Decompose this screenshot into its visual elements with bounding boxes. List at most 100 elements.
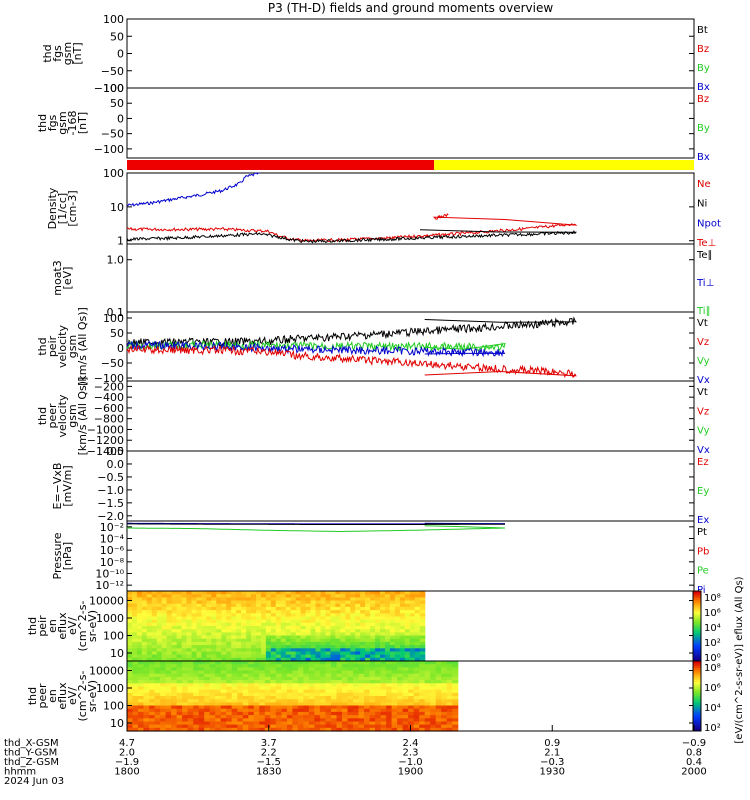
spectrogram-cell (300, 641, 307, 646)
spectrogram-cell (236, 632, 242, 637)
spectrogram-cell (386, 696, 393, 700)
spectrogram-cell (127, 648, 133, 653)
spectrogram-cell (160, 670, 167, 675)
spectrogram-cell (241, 619, 247, 624)
spectrogram-cell (154, 705, 161, 710)
spectrogram-cell (241, 610, 247, 614)
spectrogram-cell (435, 670, 442, 675)
spectrogram-cell (132, 664, 139, 668)
spectrogram-cell (253, 702, 260, 707)
spectrogram-cell (353, 702, 360, 707)
colorbar-cell (693, 724, 701, 727)
spectrogram-cell (350, 606, 356, 611)
spectrogram-cell (340, 622, 346, 627)
spectrogram-cell (397, 715, 404, 719)
spectrogram-cell (226, 715, 233, 719)
spectrogram-cell (295, 606, 302, 611)
colorbar-cell (693, 630, 701, 634)
spectrogram-cell (358, 670, 365, 675)
spectrogram-cell (204, 705, 211, 710)
y-axis-label: thd (36, 337, 49, 355)
spectrogram-cell (375, 591, 381, 595)
spectrogram-cell (127, 629, 133, 633)
spectrogram-cell (286, 718, 293, 723)
spectrogram-cell (397, 680, 404, 684)
spectrogram-cell (201, 626, 207, 630)
spectrogram-cell (364, 702, 371, 707)
spectrogram-cell (246, 597, 252, 602)
spectrogram-cell (160, 724, 167, 729)
legend-entry: Ti∥ (696, 306, 711, 317)
spectrogram-cell (138, 680, 145, 684)
spectrogram-cell (297, 708, 304, 713)
spectrogram-cell (241, 657, 247, 662)
spectrogram-cell (264, 676, 271, 681)
spectrogram-cell (136, 591, 143, 595)
spectrogram-cell (375, 680, 382, 684)
spectrogram-cell (404, 645, 411, 649)
spectrogram-cell (292, 692, 299, 697)
spectrogram-cell (261, 594, 267, 598)
spectrogram-cell (441, 670, 448, 675)
spectrogram-cell (261, 606, 267, 611)
spectrogram-cell (385, 635, 391, 640)
spectrogram-cell (154, 721, 161, 726)
y-axis-label: eflux (56, 682, 69, 710)
spectrogram-cell (171, 718, 178, 723)
spectrogram-cell (375, 705, 382, 710)
spectrogram-cell (389, 613, 396, 618)
spectrogram-cell (441, 724, 448, 729)
spectrogram-cell (237, 702, 244, 707)
spectrogram-cell (171, 635, 178, 640)
spectrogram-cell (165, 721, 172, 726)
spectrogram-cell (370, 600, 376, 605)
spectrogram-cell (204, 708, 211, 713)
spectrogram-cell (231, 603, 237, 608)
spectrogram-cell (251, 591, 257, 595)
spectrogram-cell (325, 654, 332, 659)
spectrogram-cell (165, 708, 172, 713)
spectrogram-cell (409, 600, 416, 605)
spectrogram-cell (275, 686, 282, 691)
spectrogram-cell (198, 692, 205, 697)
spectrogram-cell (231, 591, 237, 595)
spectrogram-cell (209, 683, 216, 688)
spectrogram-cell (237, 661, 244, 665)
spectrogram-cell (176, 683, 183, 688)
spectrogram-cell (350, 594, 356, 598)
spectrogram-cell (204, 667, 211, 672)
spectrogram-cell (237, 721, 244, 726)
spectrogram-cell (335, 616, 341, 621)
spectrogram-cell (347, 676, 354, 681)
spectrogram-cell (132, 696, 139, 700)
spectrogram-cell (325, 683, 332, 688)
spectrogram-cell (236, 645, 242, 649)
spectrogram-cell (176, 626, 183, 630)
spectrogram-cell (314, 727, 321, 732)
spectrogram-cell (300, 648, 307, 653)
spectrogram-cell (370, 629, 376, 633)
spectrogram-cell (176, 702, 183, 707)
spectrogram-cell (161, 635, 168, 640)
spectrogram-cell (380, 699, 387, 703)
spectrogram-cell (280, 632, 287, 637)
spectrogram-cell (187, 661, 194, 665)
spectrogram-cell (246, 648, 252, 653)
spectrogram-cell (286, 667, 293, 672)
spectrogram-cell (231, 626, 237, 630)
spectrogram-cell (314, 702, 321, 707)
spectrogram-cell (350, 597, 356, 602)
spectrogram-cell (146, 629, 153, 633)
spectrogram-cell (386, 727, 393, 732)
spectrogram-cell (380, 702, 387, 707)
spectrogram-cell (358, 692, 365, 697)
spectrogram-cell (154, 676, 161, 681)
spectrogram-cell (156, 629, 163, 633)
spectrogram-cell (209, 696, 216, 700)
spectrogram-cell (295, 591, 302, 595)
spectrogram-cell (285, 597, 292, 602)
spectrogram-cell (181, 594, 188, 598)
spectrogram-cell (246, 591, 252, 595)
spectrogram-cell (261, 632, 267, 637)
spectrogram-cell (320, 606, 327, 611)
